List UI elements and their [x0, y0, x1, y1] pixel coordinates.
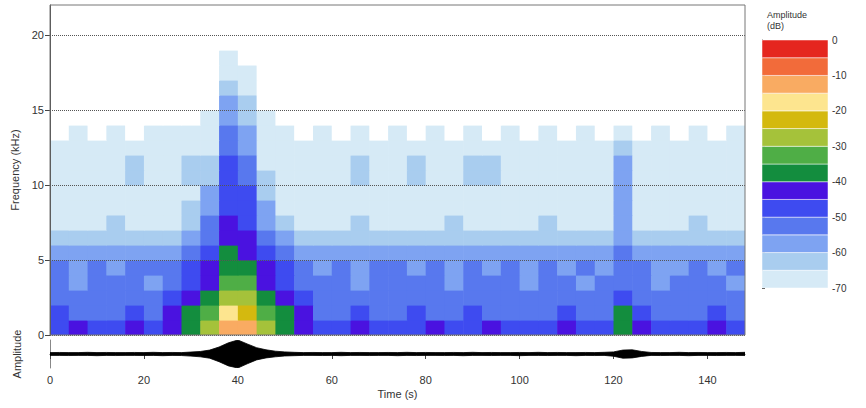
svg-text:10: 10 [32, 179, 44, 191]
svg-text:80: 80 [420, 374, 432, 386]
svg-text:-50: -50 [832, 212, 847, 223]
svg-text:20: 20 [32, 29, 44, 41]
svg-text:-30: -30 [832, 141, 847, 152]
svg-text:0: 0 [832, 35, 838, 46]
svg-text:Frequency (kHz): Frequency (kHz) [9, 129, 21, 210]
svg-text:60: 60 [326, 374, 338, 386]
svg-text:5: 5 [38, 254, 44, 266]
svg-text:-20: -20 [832, 105, 847, 116]
svg-text:-40: -40 [832, 176, 847, 187]
svg-text:120: 120 [604, 374, 622, 386]
svg-text:0: 0 [38, 329, 44, 341]
svg-text:(dB): (dB) [767, 21, 784, 31]
svg-text:40: 40 [232, 374, 244, 386]
svg-text:Amplitude: Amplitude [11, 330, 23, 379]
svg-text:-60: -60 [832, 247, 847, 258]
svg-text:Amplitude: Amplitude [767, 10, 807, 20]
svg-text:20: 20 [138, 374, 150, 386]
svg-text:0: 0 [47, 374, 53, 386]
svg-text:-10: -10 [832, 70, 847, 81]
svg-text:Time (s): Time (s) [378, 388, 418, 400]
svg-text:140: 140 [698, 374, 716, 386]
svg-text:15: 15 [32, 104, 44, 116]
svg-text:100: 100 [510, 374, 528, 386]
svg-text:-70: -70 [832, 283, 847, 294]
